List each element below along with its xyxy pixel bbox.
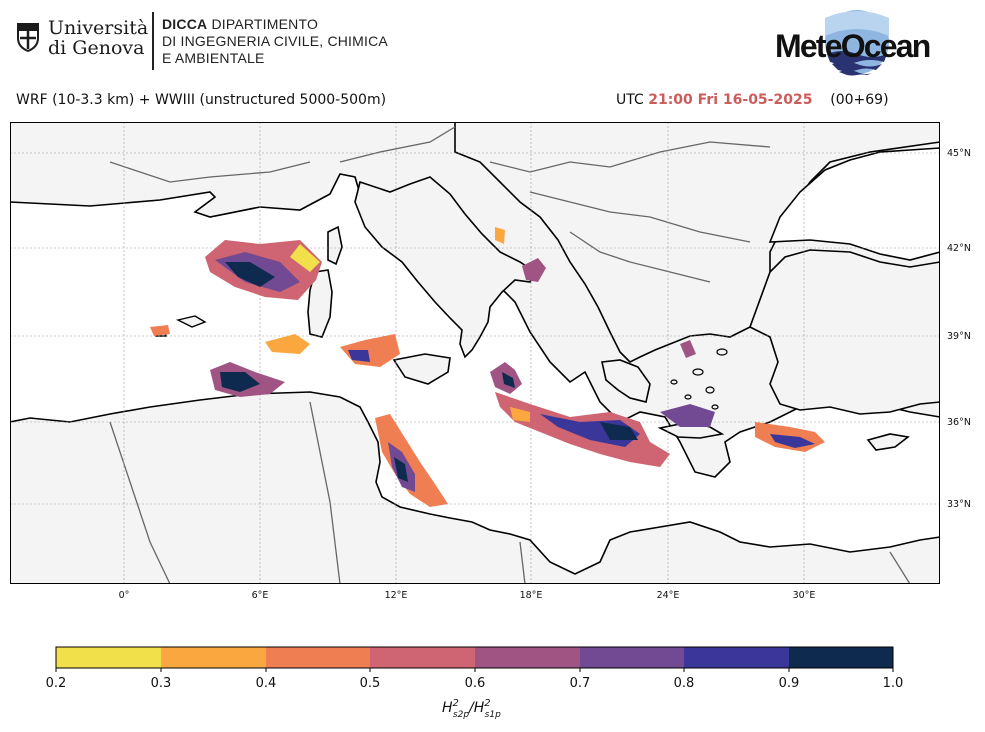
colorbar-tick-labels: 0.2 0.3 0.4 0.5 0.6 0.7 0.8 0.9 1.0 (46, 676, 904, 691)
lon-label-18e: 18°E (520, 590, 543, 601)
field-tyrrhenian-south (265, 334, 310, 354)
colorbar-tick-label: 0.6 (465, 676, 486, 691)
colorbar-tick-label: 0.7 (570, 676, 591, 691)
meteocean-logo[interactable]: MeteOcean (772, 6, 942, 78)
colorbar: 0.2 0.3 0.4 0.5 0.6 0.7 0.8 0.9 1.0 H2 s2… (46, 646, 904, 720)
utc-label: UTC (616, 92, 644, 108)
colorbar-segment (789, 647, 893, 668)
forecast-time-header: UTC 21:00 Fri 16-05-2025 (00+69) (616, 92, 889, 108)
map[interactable]: 0° 6°E 12°E 18°E 24°E 30°E 45°N 42°N 39°… (10, 122, 985, 612)
university-crest-icon (17, 23, 39, 52)
university-name: Università di Genova (48, 18, 148, 58)
lon-label-0: 0° (119, 590, 130, 601)
university-logo[interactable]: Università di Genova (14, 12, 154, 72)
balkans-greece (454, 122, 940, 363)
colorbar-tick-label: 0.2 (46, 676, 67, 691)
department-acronym: DICCA (162, 16, 208, 32)
colorbar-tick-label: 0.8 (674, 676, 695, 691)
department-name: DICCA DIPARTIMENTO DI INGEGNERIA CIVILE,… (162, 16, 388, 67)
country-borders (109, 126, 911, 584)
lon-label-30e: 30°E (793, 590, 816, 601)
field-crete-east (660, 404, 715, 427)
department-line3: E AMBIENTALE (162, 50, 265, 66)
colorbar-segment (475, 647, 580, 668)
black-sea (768, 147, 940, 261)
colorbar-segments (56, 647, 893, 668)
colorbar-tick-label: 0.9 (779, 676, 800, 691)
meteocean-wordmark: MeteOcean (775, 28, 931, 64)
colorbar-tick-label: 1.0 (883, 676, 904, 691)
university-name-line2: di Genova (48, 37, 145, 59)
anatolia (749, 249, 940, 415)
lon-label-12e: 12°E (385, 590, 408, 601)
italy (354, 176, 537, 359)
department-line1: DIPARTIMENTO (211, 16, 319, 32)
colorbar-segment (266, 647, 370, 668)
colorbar-tick-label: 0.3 (151, 676, 172, 691)
cyprus (866, 433, 910, 451)
latitude-labels: 45°N 42°N 39°N 36°N 33°N (947, 148, 971, 510)
lat-label-33n: 33°N (947, 499, 971, 510)
lat-label-42n: 42°N (947, 243, 971, 254)
graticule (10, 122, 940, 584)
colorbar-tick-label: 0.4 (256, 676, 277, 691)
longitude-labels: 0° 6°E 12°E 18°E 24°E 30°E (119, 590, 816, 601)
colorbar-tick-label: 0.5 (360, 676, 381, 691)
colorbar-segment (56, 647, 161, 668)
lat-label-39n: 39°N (947, 331, 971, 342)
forecast-lead: (00+69) (830, 92, 889, 108)
lat-label-45n: 45°N (947, 148, 971, 159)
corsica (327, 225, 343, 266)
lat-label-36n: 36°N (947, 417, 971, 428)
field-ionian (375, 414, 448, 507)
model-title: WRF (10-3.3 km) + WWIII (unstructured 50… (16, 92, 387, 108)
sicily (392, 353, 451, 385)
swell-ratio-field (150, 227, 825, 507)
aegean-islands (670, 348, 728, 410)
lon-label-6e: 6°E (252, 590, 269, 601)
peloponnese (601, 359, 651, 403)
north-africa (10, 391, 940, 584)
forecast-datetime: 21:00 Fri 16-05-2025 (648, 92, 813, 108)
sardinia (307, 269, 333, 338)
header: Università di Genova DICCA DIPARTIMENTO … (0, 0, 985, 90)
department-line2: DI INGEGNERIA CIVILE, CHIMICA (162, 33, 388, 49)
meteocean-globe-icon (825, 10, 889, 76)
colorbar-segment (684, 647, 789, 668)
map-frame (10, 122, 940, 584)
logo-divider (152, 12, 154, 70)
university-name-line1: Università (48, 17, 149, 39)
colorbar-segment (161, 647, 266, 668)
colorbar-segment (580, 647, 684, 668)
colorbar-label: H2 s2p/H2 s1p (442, 698, 501, 720)
colorbar-ticks (55, 668, 894, 672)
lon-label-24e: 24°E (657, 590, 680, 601)
colorbar-segment (370, 647, 475, 668)
field-adriatic (522, 258, 546, 282)
